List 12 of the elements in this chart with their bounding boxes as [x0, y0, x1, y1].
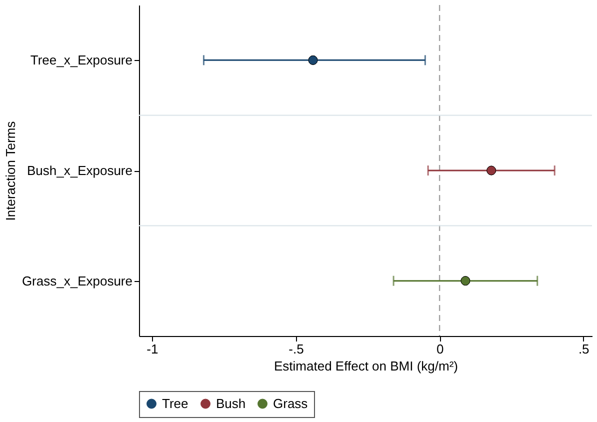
x-tick-label: -.5 — [288, 342, 304, 356]
x-axis-title: Estimated Effect on BMI (kg/m²) — [274, 358, 458, 374]
x-tick-label: .5 — [578, 342, 590, 356]
y-tick-label: Grass_x_Exposure — [22, 273, 132, 288]
y-tick-label: Bush_x_Exposure — [26, 163, 132, 178]
legend-label: Tree — [162, 396, 188, 411]
y-axis-title: Interaction Terms — [2, 120, 18, 221]
y-tick-label: Tree_x_Exposure — [30, 52, 132, 68]
legend-label: Bush — [216, 396, 246, 411]
x-tick-label: -1 — [146, 342, 158, 356]
x-tick-label: 0 — [436, 342, 444, 356]
legend-label: Grass — [273, 396, 308, 411]
